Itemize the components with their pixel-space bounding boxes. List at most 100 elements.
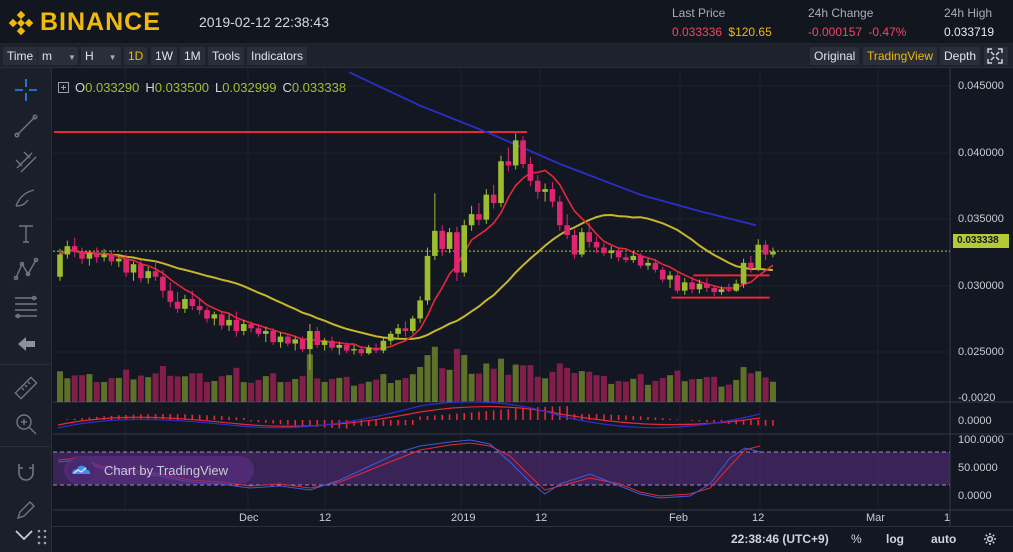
candle-body bbox=[116, 258, 122, 262]
macd-histogram-bar bbox=[698, 420, 701, 422]
macd-histogram-bar bbox=[206, 415, 208, 420]
candle-body bbox=[174, 301, 181, 309]
macd-histogram-bar bbox=[419, 416, 421, 420]
macd-histogram-bar bbox=[522, 408, 524, 420]
interval-1d[interactable]: 1D bbox=[124, 47, 148, 65]
pitchfork-tool[interactable] bbox=[12, 148, 40, 176]
volume-bar bbox=[79, 375, 86, 402]
macd-pane bbox=[57, 401, 774, 429]
ohlc-high-label: H bbox=[145, 80, 155, 95]
trend-line-tool[interactable] bbox=[12, 112, 40, 140]
macd-histogram-bar bbox=[485, 411, 488, 420]
macd-histogram-bar bbox=[625, 415, 627, 420]
hour-dropdown[interactable]: H ▼ bbox=[81, 47, 121, 65]
tools-button[interactable]: Tools bbox=[208, 47, 245, 65]
volume-bar bbox=[578, 371, 585, 402]
view-tradingview[interactable]: TradingView bbox=[863, 47, 938, 65]
macd-histogram-bar bbox=[742, 420, 745, 425]
volume-bar bbox=[689, 379, 696, 402]
volume-bar bbox=[314, 378, 321, 402]
volume-bar bbox=[645, 384, 651, 402]
pencil-lock-tool[interactable] bbox=[12, 496, 40, 524]
volume-bar bbox=[512, 364, 519, 402]
volume-bar bbox=[571, 373, 578, 402]
candle-body bbox=[674, 275, 681, 291]
volume-bar bbox=[696, 379, 703, 402]
log-scale-button[interactable]: log bbox=[886, 532, 904, 546]
volume-bar bbox=[93, 382, 100, 402]
candle-body bbox=[454, 232, 460, 273]
candle-body bbox=[461, 225, 468, 273]
view-original[interactable]: Original bbox=[810, 47, 860, 65]
chart-settings-button[interactable] bbox=[983, 527, 997, 551]
candle-body bbox=[527, 164, 534, 181]
candle-body bbox=[321, 340, 328, 345]
indicators-button[interactable]: Indicators bbox=[247, 47, 308, 65]
candle-body bbox=[204, 310, 210, 319]
interval-1m[interactable]: 1M bbox=[180, 47, 205, 65]
macd-histogram-bar bbox=[198, 414, 201, 420]
volume-bar bbox=[762, 377, 769, 402]
volume-bar bbox=[233, 367, 240, 402]
back-tool[interactable] bbox=[12, 330, 40, 358]
interval-1w[interactable]: 1W bbox=[151, 47, 177, 65]
view-depth[interactable]: Depth bbox=[940, 47, 981, 65]
legend-toggle-icon[interactable] bbox=[58, 82, 69, 93]
collapse-tools-button[interactable] bbox=[10, 520, 38, 548]
ruler-icon bbox=[14, 376, 38, 400]
pattern-tool[interactable] bbox=[12, 256, 40, 284]
candle-body bbox=[630, 255, 637, 261]
pitchfork-icon bbox=[15, 151, 37, 173]
ohlc-low-label: L bbox=[214, 80, 223, 95]
macd-histogram-bar bbox=[757, 420, 760, 426]
24h-change-label: 24h Change bbox=[808, 6, 874, 20]
candle-body bbox=[343, 344, 350, 351]
volume-bar bbox=[351, 385, 357, 402]
volume-bar bbox=[343, 376, 350, 402]
header: BINANCE 2019-02-12 22:38:43 Last Price 0… bbox=[0, 0, 1013, 44]
candle-body bbox=[564, 225, 570, 235]
watermark-text: Chart by TradingView bbox=[104, 462, 229, 478]
zoom-tool[interactable] bbox=[12, 410, 40, 438]
fullscreen-button[interactable] bbox=[984, 47, 1008, 65]
auto-scale-button[interactable]: auto bbox=[931, 532, 957, 546]
volume-bar bbox=[255, 379, 262, 402]
ruler-tool[interactable] bbox=[12, 374, 40, 402]
tools-grid-toggle[interactable] bbox=[36, 527, 52, 551]
current-price-tag: 0.033338 bbox=[953, 234, 1009, 248]
minute-dropdown[interactable]: m ▼ bbox=[38, 47, 78, 65]
ohlc-high: 0.033500 bbox=[154, 80, 209, 95]
volume-bar bbox=[505, 374, 512, 402]
time-tick: 12 bbox=[535, 512, 548, 524]
macd-line bbox=[57, 401, 761, 429]
candle-body bbox=[138, 264, 144, 279]
brand-logo[interactable]: BINANCE bbox=[8, 8, 161, 37]
brush-tool[interactable] bbox=[12, 184, 40, 212]
candle-body bbox=[57, 254, 63, 277]
candle-body bbox=[770, 251, 776, 255]
macd-histogram-bar bbox=[301, 420, 304, 427]
chart-toolbar: Time m ▼ H ▼ 1D 1W 1M Tools Indicators Ori… bbox=[0, 44, 1013, 68]
volume-bar bbox=[284, 381, 291, 402]
candle-body bbox=[520, 140, 526, 165]
macd-histogram-bar bbox=[323, 420, 326, 428]
candle-body bbox=[476, 214, 482, 220]
candle-body bbox=[218, 314, 225, 326]
fib-tool[interactable] bbox=[12, 292, 40, 320]
utc-clock[interactable]: 22:38:46 (UTC+9) bbox=[731, 532, 829, 546]
magnet-tool[interactable] bbox=[12, 458, 40, 486]
crosshair-tool[interactable] bbox=[12, 76, 40, 104]
candle-body bbox=[211, 314, 218, 319]
macd-histogram-bar bbox=[529, 407, 532, 420]
percent-scale-button[interactable]: % bbox=[851, 532, 862, 546]
text-tool[interactable] bbox=[12, 220, 40, 248]
candle-body bbox=[542, 189, 548, 192]
tradingview-watermark[interactable]: Chart by TradingView bbox=[64, 456, 254, 484]
volume-bar bbox=[520, 365, 527, 402]
macd-histogram-bar bbox=[603, 414, 605, 420]
macd-histogram-bar bbox=[375, 420, 377, 426]
volume-bar bbox=[336, 377, 343, 402]
candle-body bbox=[615, 250, 622, 258]
macd-histogram-bar bbox=[272, 420, 274, 424]
time-button[interactable]: Time bbox=[3, 47, 38, 65]
